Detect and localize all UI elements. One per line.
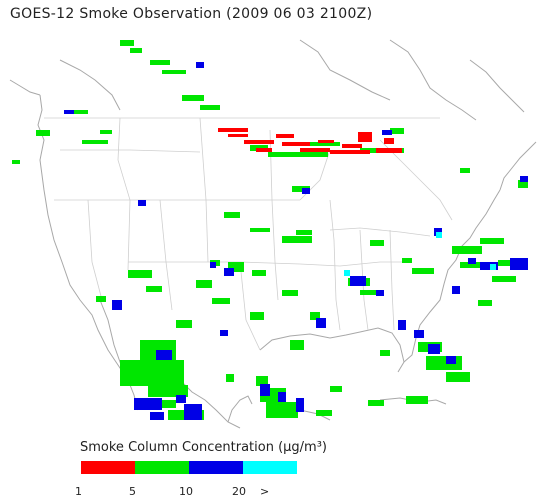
legend-tick-more: > bbox=[260, 485, 270, 498]
legend-color-bar bbox=[81, 461, 297, 474]
legend-tick-1: 1 bbox=[75, 485, 82, 498]
legend-tick-10: 10 bbox=[179, 485, 193, 498]
smoke-cyan-areas bbox=[344, 232, 496, 276]
legend-swatch-cyan bbox=[243, 461, 297, 474]
smoke-green-areas bbox=[12, 40, 528, 420]
coastlines bbox=[9, 39, 537, 429]
legend-swatch-blue bbox=[189, 461, 243, 474]
legend-tick-5: 5 bbox=[129, 485, 136, 498]
legend-swatch-red bbox=[81, 461, 135, 474]
legend-title: Smoke Column Concentration (μg/m³) bbox=[80, 440, 327, 455]
legend-tick-20: 20 bbox=[232, 485, 246, 498]
smoke-red-areas bbox=[218, 128, 402, 154]
page-title: GOES-12 Smoke Observation (2009 06 03 21… bbox=[10, 6, 373, 22]
smoke-observations bbox=[12, 40, 528, 420]
legend-swatch-green bbox=[135, 461, 189, 474]
